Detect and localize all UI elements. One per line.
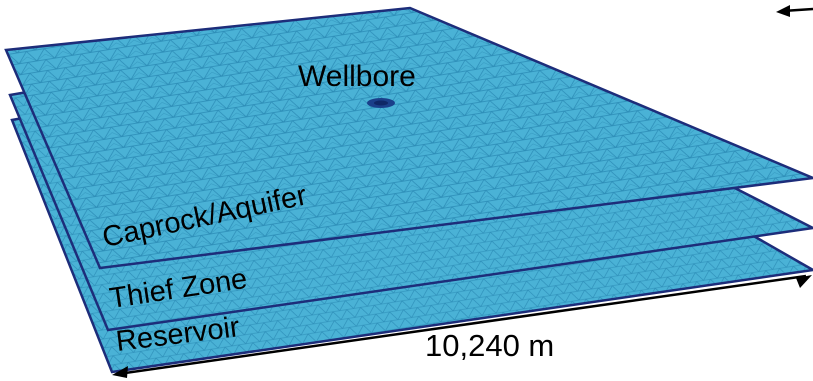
wellbore-mesh-cluster <box>367 98 395 108</box>
top-right-arrow <box>776 5 813 17</box>
dimension-label: 10,240 m <box>425 328 555 363</box>
wellbore-label: Wellbore <box>298 60 416 93</box>
dimension-arrow <box>112 274 812 378</box>
caprock-layer <box>4 6 813 270</box>
